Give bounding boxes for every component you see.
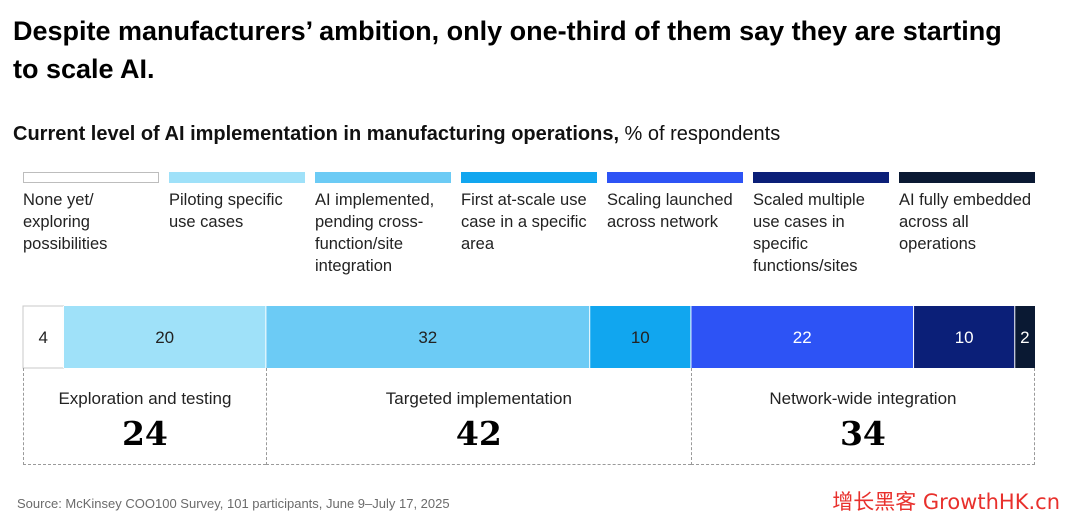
chart-subtitle: Current level of AI implementation in ma… xyxy=(13,120,780,148)
legend-item: Scaling launched across network xyxy=(607,172,743,233)
subtitle-bold: Current level of AI implementation in ma… xyxy=(13,123,619,145)
legend-swatch xyxy=(461,172,597,183)
bar-segment xyxy=(63,306,266,368)
legend-item: None yet/ exploring possibilities xyxy=(23,172,159,255)
group-value: 42 xyxy=(455,414,502,453)
bar-segment xyxy=(265,306,590,368)
group-label: Exploration and testing xyxy=(58,389,232,408)
group-network-wide: Network-wide integration 34 xyxy=(690,368,1035,465)
group-value: 34 xyxy=(839,414,886,453)
group-label: Targeted implementation xyxy=(385,389,572,408)
bar-value-label: 22 xyxy=(793,328,812,347)
bar-value-label: 10 xyxy=(631,328,650,347)
stacked-bar-chart: 4 20 32 10 22 10 2 xyxy=(22,305,1035,369)
legend-item: AI fully embedded across all operations xyxy=(899,172,1035,255)
legend-swatch xyxy=(315,172,451,183)
group-label: Network-wide integration xyxy=(769,389,957,408)
legend-label: Piloting specific use cases xyxy=(169,191,283,231)
group-summary: Exploration and testing 24 Targeted impl… xyxy=(23,368,1035,465)
legend-label: Scaling launched across network xyxy=(607,191,733,231)
group-targeted: Targeted implementation 42 xyxy=(265,368,691,465)
legend-label: AI implemented, pending cross-function/s… xyxy=(315,191,435,275)
group-value: 24 xyxy=(121,414,168,453)
bar-value-label: 10 xyxy=(955,328,974,347)
bar-value-label: 4 xyxy=(39,328,48,347)
source-note: Source: McKinsey COO100 Survey, 101 part… xyxy=(17,496,450,511)
legend-item: AI implemented, pending cross-function/s… xyxy=(315,172,451,277)
legend-label: None yet/ exploring possibilities xyxy=(23,191,108,253)
legend-swatch xyxy=(753,172,889,183)
legend-swatch xyxy=(607,172,743,183)
legend-label: Scaled multiple use cases in specific fu… xyxy=(753,191,865,275)
legend-item: First at-scale use case in a specific ar… xyxy=(461,172,597,255)
legend-swatch xyxy=(899,172,1035,183)
bar-segment xyxy=(22,305,64,369)
legend-label: AI fully embedded across all operations xyxy=(899,191,1032,253)
legend-label: First at-scale use case in a specific ar… xyxy=(461,191,587,253)
bar-segment xyxy=(589,306,691,368)
legend-item: Piloting specific use cases xyxy=(169,172,305,233)
bar-value-label: 2 xyxy=(1020,328,1029,347)
bar-value-label: 32 xyxy=(418,328,437,347)
bar-segment xyxy=(913,306,1015,368)
legend-swatch xyxy=(23,172,159,183)
group-exploration: Exploration and testing 24 xyxy=(23,368,266,465)
headline: Despite manufacturers’ ambition, only on… xyxy=(13,16,1002,84)
legend-item: Scaled multiple use cases in specific fu… xyxy=(753,172,889,277)
bar-value-label: 20 xyxy=(155,328,174,347)
bar-segment xyxy=(690,306,914,368)
bar-segment xyxy=(1014,306,1035,368)
subtitle-unit: % of respondents xyxy=(619,123,781,145)
watermark: 增长黑客 GrowthHK.cn xyxy=(832,490,1060,514)
legend-swatch xyxy=(169,172,305,183)
